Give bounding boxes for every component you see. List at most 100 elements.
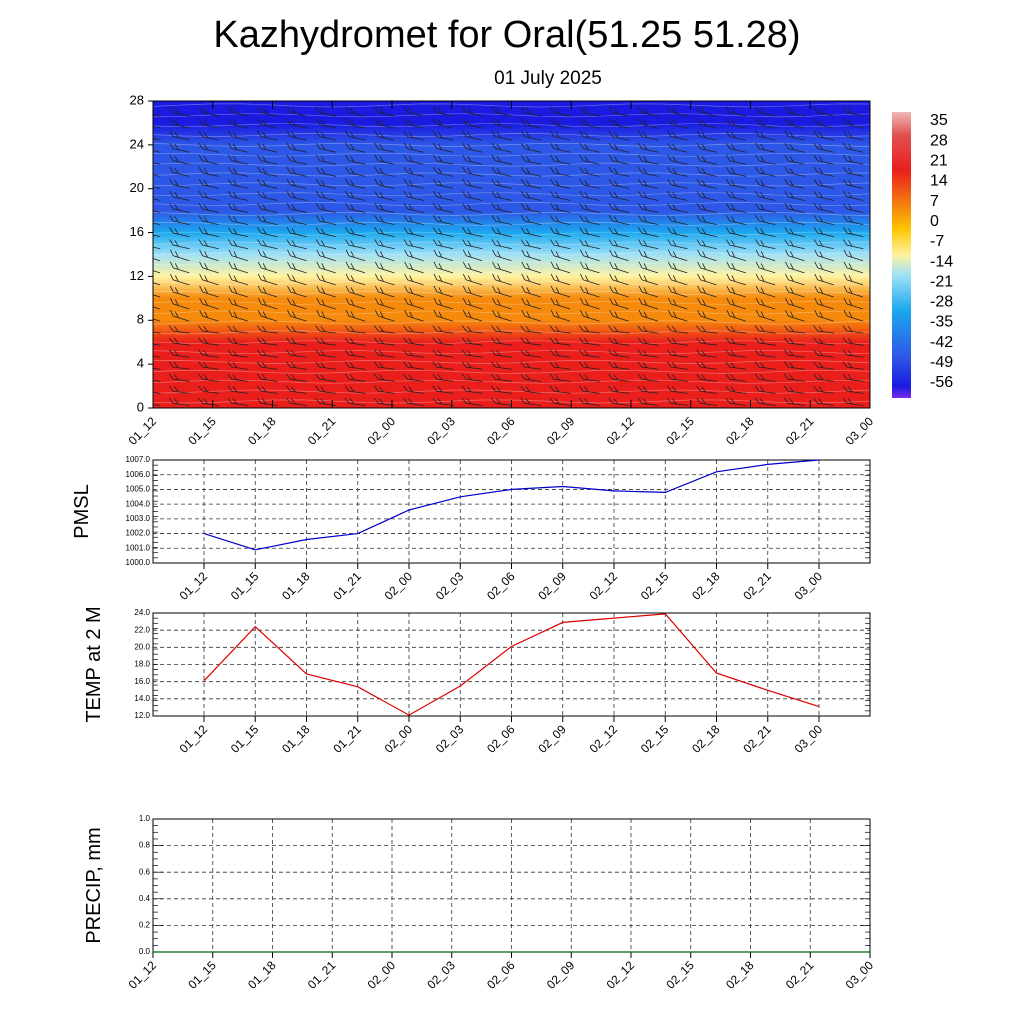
pmsl-x-tick-label: 01_15 [228,569,262,603]
wind-barb [169,178,190,189]
wind-barb [198,130,219,141]
wind-barb [199,249,219,262]
wind-barb [315,397,337,406]
wind-barb [814,297,834,310]
wind-barb [169,273,190,286]
wind-barb [169,261,190,274]
wind-barb [549,349,571,358]
wind-barb [842,373,864,382]
contour-line [153,231,870,236]
wind-barb [256,349,278,358]
wind-barb [461,397,483,406]
wind-barb [257,118,278,129]
contour-line [153,192,870,197]
wind-barb [783,349,805,358]
wind-barb [637,142,659,153]
wind-barb [550,203,571,213]
wind-barb [462,261,483,274]
wind-barb [404,297,424,310]
wind-barb [814,285,834,298]
wind-barb [813,203,835,213]
wind-barb [169,203,190,213]
wind-barb [374,118,395,129]
wind-barb [462,142,483,153]
wind-barb [315,118,337,129]
wind-barb [667,166,688,177]
wind-barb [153,361,161,370]
wind-barb [169,190,190,201]
wind-barb [813,142,835,153]
wind-barb [578,349,600,358]
wind-barb [404,249,424,262]
wind-barb [608,203,630,213]
wind-barb [785,273,805,286]
contour-lines [153,103,870,404]
wind-barb [345,309,366,322]
wind-barb [286,106,307,117]
wind-barb [286,178,307,189]
y-tick-label: 12 [130,268,144,283]
wind-barb [227,361,249,370]
wind-barb [725,325,747,334]
wind-barb [696,325,718,334]
wind-barb [783,337,805,346]
wind-barb [520,325,542,334]
wind-barb [579,118,600,129]
wind-barb [608,190,630,201]
wind-barb [462,215,483,225]
contour-line [153,143,870,147]
wind-barb [638,273,659,286]
wind-barb [755,309,776,322]
wind-barb [169,309,190,322]
wind-barb [153,318,161,322]
wind-barb [316,297,336,310]
wind-barb [491,227,512,238]
wind-barb [462,249,483,262]
wind-barb [755,273,776,286]
wind-barb [198,215,219,225]
temp-y-tick-label: 16.0 [134,677,150,686]
wind-barb [491,361,513,370]
wind-barb [491,337,513,346]
wind-barb [153,385,161,394]
wind-barb [168,397,190,406]
colorbar-label: 7 [930,193,939,210]
wind-barb [315,142,337,153]
wind-barb [286,239,307,250]
contour-line [153,202,870,207]
pmsl-y-tick-label: 1005.0 [126,485,151,494]
wind-barb [432,190,454,201]
contour-line [153,261,870,266]
wind-barb [725,166,747,177]
temp-y-tick-label: 22.0 [134,625,150,634]
wind-barb [637,361,659,370]
wind-barb [667,285,688,298]
wind-barb [637,215,659,225]
wind-barb [785,309,805,322]
wind-barb [842,361,864,370]
wind-barb [228,261,248,274]
wind-barb [550,215,571,225]
wind-barb [666,373,688,382]
wind-barb [432,178,454,189]
wind-barb [637,106,659,117]
wind-barb [667,203,688,213]
wind-barb [725,349,747,358]
wind-barb [257,178,278,189]
wind-barb [168,385,190,394]
wind-barb [783,373,805,382]
wind-barb [754,361,776,370]
wind-barb [520,385,542,394]
wind-barb [609,249,629,262]
contour-line [153,172,870,177]
wind-barb [813,385,835,394]
x-tick-label: 03_00 [843,414,877,448]
wind-barb [373,373,395,382]
wind-barb [257,273,278,286]
wind-barb [755,106,776,117]
wind-barb [345,239,366,250]
contour-line [153,369,870,374]
pmsl-x-tick-label: 02_15 [638,569,672,603]
wind-barb [755,190,776,201]
wind-barb [725,203,747,213]
